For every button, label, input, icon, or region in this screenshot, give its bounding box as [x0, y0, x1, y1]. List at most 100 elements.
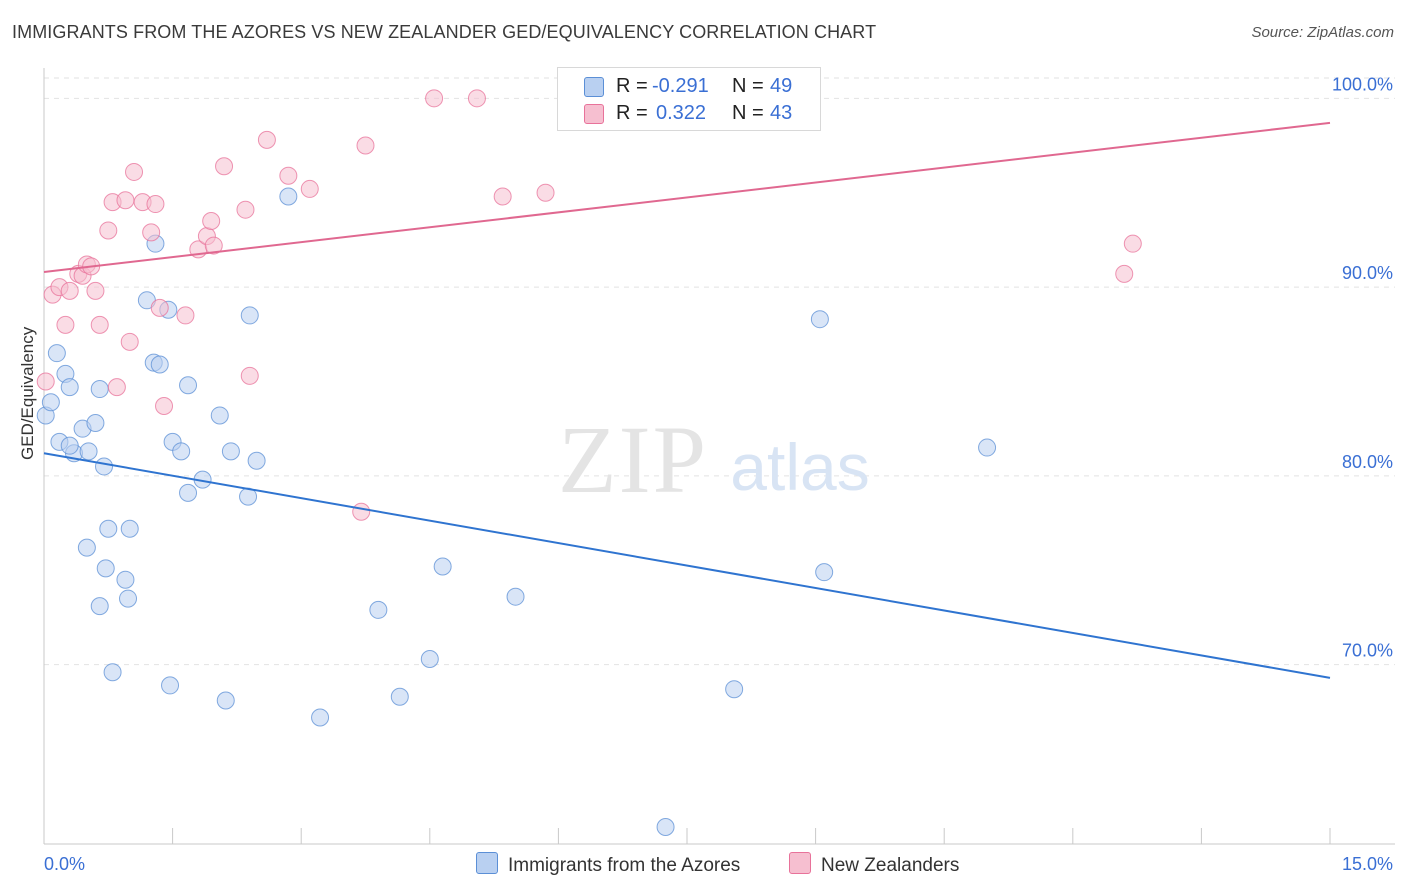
r-value: 0.322 [656, 102, 707, 124]
legend-item-azores: Immigrants from the Azores [476, 852, 740, 878]
r-label: R = [616, 102, 648, 124]
azores-point [369, 600, 388, 619]
azores-point [95, 457, 114, 476]
nz-point [356, 136, 375, 155]
nz-point [467, 89, 486, 108]
nz-legend-swatch [789, 852, 811, 874]
azores-point [119, 589, 138, 608]
nz-point [146, 195, 165, 214]
correlation-legend: R = -0.291 N = 49 R = 0.322 N = 43 [557, 67, 821, 131]
azores-point [815, 563, 834, 582]
y-tick-label: 70.0% [1342, 641, 1393, 661]
nz-point [1123, 234, 1142, 253]
azores-legend-label: Immigrants from the Azores [508, 855, 741, 876]
azores-point [60, 436, 79, 455]
azores-point [179, 376, 198, 395]
azores-point [96, 559, 115, 578]
nz-point [279, 166, 298, 185]
trend-lines [43, 121, 1331, 679]
azores-point [116, 570, 135, 589]
nz-point [142, 223, 161, 242]
azores-point [86, 414, 105, 433]
azores-swatch [584, 77, 604, 97]
r-label: R = [616, 75, 648, 97]
azores-point [172, 442, 191, 461]
azores-point [103, 663, 122, 682]
nz-swatch [584, 104, 604, 124]
nz-point [425, 89, 444, 108]
n-value: 49 [770, 75, 793, 97]
azores-point [725, 680, 744, 699]
azores-point [179, 483, 198, 502]
watermark-atlas: atlas [730, 430, 869, 504]
azores-point [221, 442, 240, 461]
azores-point [79, 442, 98, 461]
chart-title: IMMIGRANTS FROM THE AZORES VS NEW ZEALAN… [12, 22, 877, 42]
nz-point [56, 315, 75, 334]
azores-point [41, 393, 60, 412]
azores-point [120, 519, 139, 538]
y-axis-label: GED/Equivalency [18, 326, 37, 460]
nz-point [155, 397, 174, 416]
azores-point [247, 451, 266, 470]
r-value: -0.291 [652, 75, 709, 97]
azores-point [77, 538, 96, 557]
nz-point [107, 378, 126, 397]
y-tick-label: 100.0% [1332, 74, 1393, 94]
nz-point [257, 130, 276, 149]
nz-point [60, 281, 79, 300]
tick-labels: 70.0% 80.0% 90.0% 100.0% 0.0% 15.0% [44, 74, 1393, 874]
source-label: Source: ZipAtlas.com [1251, 24, 1394, 41]
nz-point [536, 183, 555, 202]
x-tick-label: 15.0% [1342, 854, 1393, 874]
nz-point [125, 162, 144, 181]
azores-point [279, 187, 298, 206]
axes [43, 68, 1395, 845]
azores-point [506, 587, 525, 606]
n-label: N = [732, 102, 764, 124]
azores-point [216, 691, 235, 710]
azores-point [90, 380, 109, 399]
data-points [36, 89, 1142, 837]
azores-point [311, 708, 330, 727]
azores-point [656, 818, 675, 837]
nz-point [352, 502, 371, 521]
nz-point [240, 366, 259, 385]
azores-point [47, 344, 66, 363]
nz-point [120, 332, 139, 351]
nz-point [176, 306, 195, 325]
nz-legend-label: New Zealanders [821, 855, 960, 876]
azores-point [420, 649, 439, 668]
nz-point [86, 281, 105, 300]
nz-point [116, 191, 135, 210]
azores-point [240, 306, 259, 325]
azores-point [90, 597, 109, 616]
y-tick-label: 90.0% [1342, 263, 1393, 283]
nz-point [1115, 264, 1134, 283]
azores-trend-line [43, 452, 1331, 679]
watermark-zip: ZIP [558, 406, 708, 513]
azores-point [978, 438, 997, 457]
azores-point [390, 687, 409, 706]
nz-point [493, 187, 512, 206]
x-tick-label: 0.0% [44, 854, 85, 874]
nz-point [202, 212, 221, 231]
nz-point [90, 315, 109, 334]
azores-legend-swatch [476, 852, 498, 874]
azores-point [810, 310, 829, 329]
legend-item-nz: New Zealanders [789, 852, 959, 878]
azores-point [60, 378, 79, 397]
nz-point [99, 221, 118, 240]
n-label: N = [732, 75, 764, 97]
nz-trend-line [43, 121, 1331, 273]
nz-point [236, 200, 255, 219]
nz-point [36, 372, 55, 391]
y-tick-label: 80.0% [1342, 452, 1393, 472]
nz-point [150, 298, 169, 317]
azores-point [433, 557, 452, 576]
azores-point [99, 519, 118, 538]
nz-point [300, 179, 319, 198]
azores-point [210, 406, 229, 425]
nz-point [215, 157, 234, 176]
